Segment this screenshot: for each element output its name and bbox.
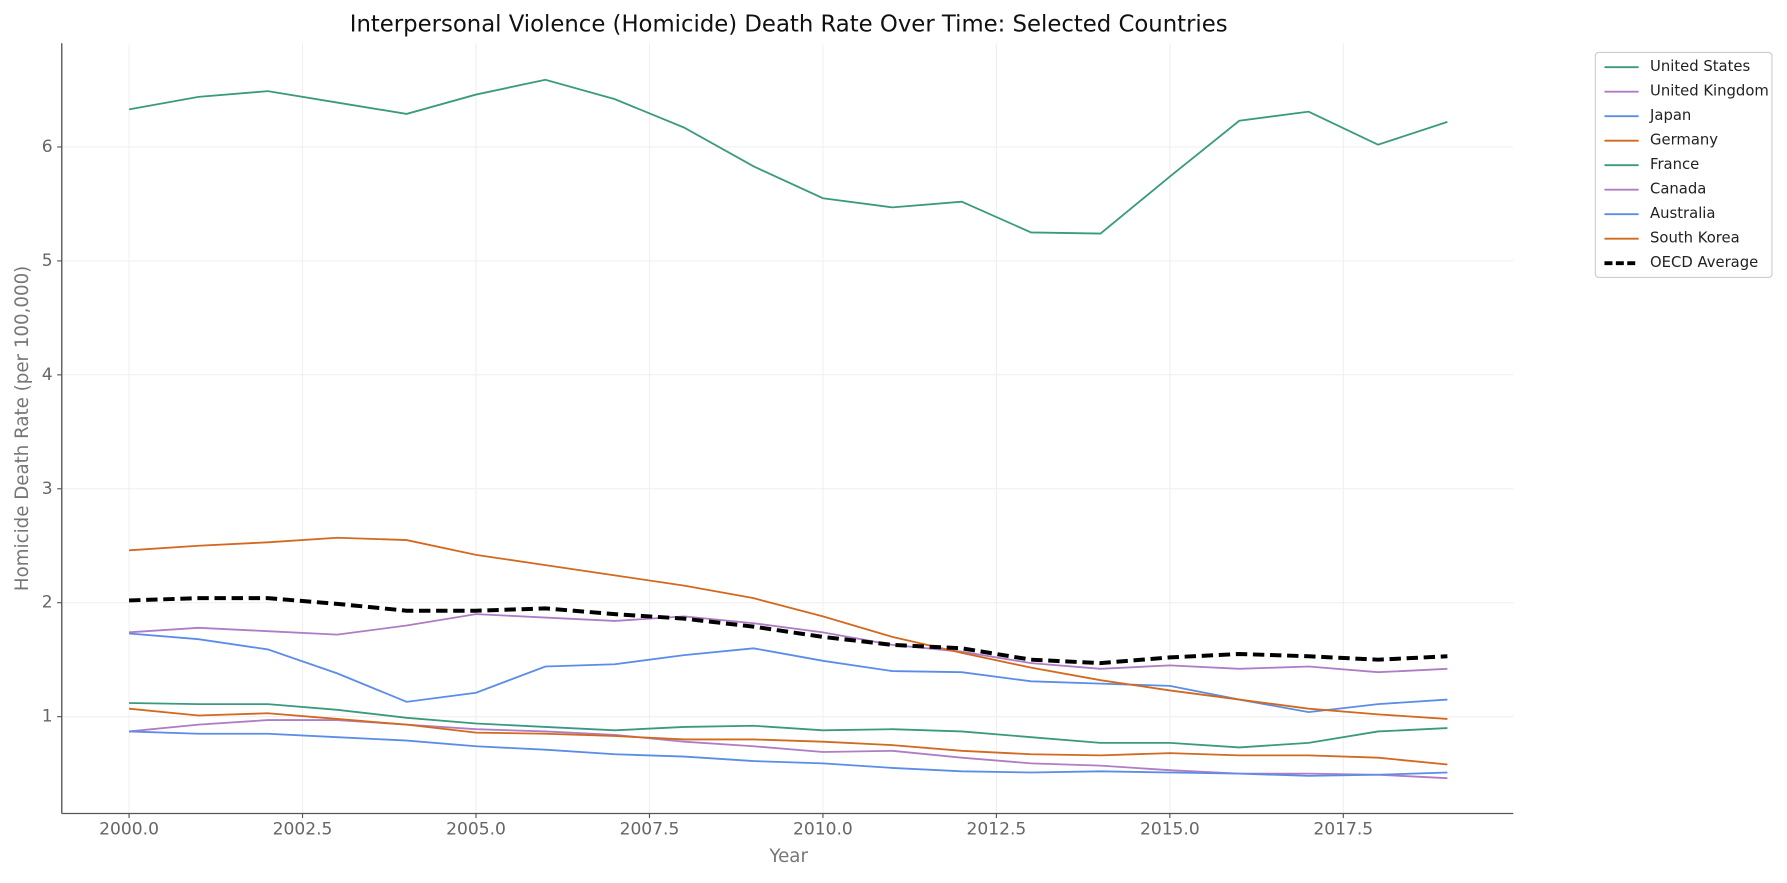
chart-title: Interpersonal Violence (Homicide) Death … [350,12,1228,38]
legend-box [1594,51,1773,279]
series-line [129,613,1448,674]
series-line [128,78,1448,235]
y-tick-label: 6 [42,137,53,157]
legend-label: United States [1650,58,1750,75]
x-tick-label: 2010.0 [793,819,853,839]
series-line [129,702,1448,749]
legend-label: France [1650,156,1699,173]
legend-label: OECD Average [1650,254,1758,271]
y-tick-label: 2 [42,593,53,613]
x-tick-label: 2007.5 [620,819,680,839]
y-tick-label: 3 [42,479,53,499]
series-line [129,536,1448,720]
legend-label: United Kingdom [1650,83,1769,100]
plot-lines [128,78,1448,780]
series-line [129,730,1448,777]
y-axis-label: Homicide Death Rate (per 100,000) [12,266,33,591]
x-tick-label: 2002.5 [273,819,333,839]
y-tick-label: 5 [42,251,53,271]
legend-label: South Korea [1650,230,1740,247]
x-tick-label: 2017.5 [1313,819,1373,839]
legend-label: Japan [1649,107,1691,124]
x-tick-label: 2005.0 [446,819,506,839]
legend-label: Australia [1650,205,1715,222]
series-line [128,707,1448,766]
legend-label: Germany [1650,132,1718,149]
x-tick-label: 2015.0 [1140,819,1200,839]
x-tick-label: 2012.5 [967,819,1027,839]
x-axis-label: Year [768,846,808,867]
y-tick-label: 4 [42,365,53,385]
y-tick-label: 1 [42,707,53,727]
grid [57,43,1514,819]
legend: United States United Kingdom Japan Germany F… [1594,51,1773,279]
series-line [129,596,1448,666]
legend-label: Canada [1650,181,1706,198]
x-tick-label: 2000.0 [99,819,159,839]
